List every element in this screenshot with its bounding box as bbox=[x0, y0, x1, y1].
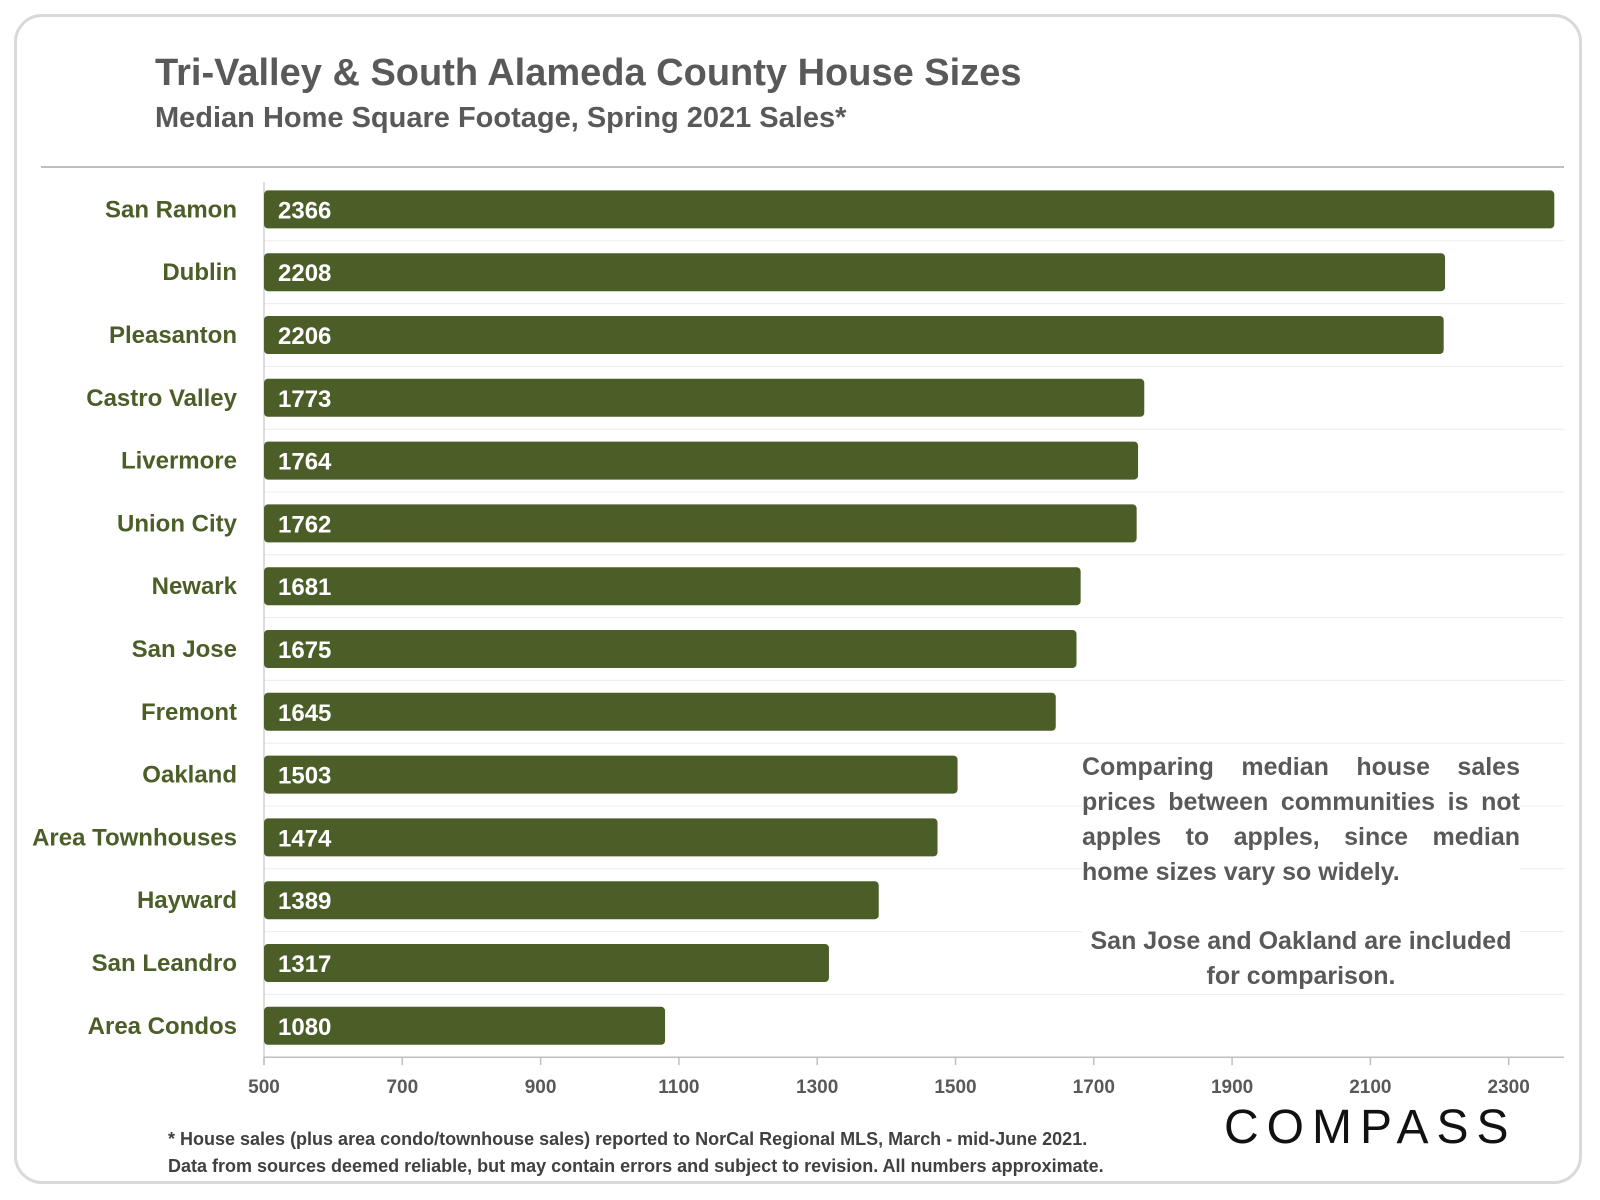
bar-value-label: 1762 bbox=[278, 511, 331, 538]
bar-value-label: 2206 bbox=[278, 323, 331, 350]
bar-chart: San Ramon 2366 Dublin 2208 Pleasanton 2206 Cas… bbox=[32, 182, 1564, 1098]
bar bbox=[264, 441, 1139, 480]
category-label: Area Townhouses bbox=[32, 824, 237, 851]
x-tick-label: 900 bbox=[525, 1077, 557, 1098]
category-label: Fremont bbox=[141, 699, 237, 726]
footnote: * House sales (plus area condo/townhouse… bbox=[168, 1126, 1104, 1180]
bar-value-label: 1681 bbox=[278, 574, 331, 601]
category-label: Dublin bbox=[162, 259, 237, 286]
category-label: Castro Valley bbox=[86, 385, 237, 412]
title-divider bbox=[41, 166, 1564, 168]
bar bbox=[264, 378, 1145, 417]
bar-value-label: 1317 bbox=[278, 951, 331, 978]
bar bbox=[264, 504, 1137, 543]
category-label: Pleasanton bbox=[109, 322, 237, 349]
x-tick-label: 500 bbox=[248, 1077, 280, 1098]
bar-value-label: 1764 bbox=[278, 449, 332, 476]
bar bbox=[264, 818, 938, 857]
bar bbox=[264, 190, 1555, 229]
x-tick-label: 1100 bbox=[658, 1077, 699, 1098]
bar-value-label: 1503 bbox=[278, 763, 331, 790]
chart-subtitle: Median Home Square Footage, Spring 2021 … bbox=[155, 102, 847, 134]
annotation-text: Comparing median house sales prices betw… bbox=[1082, 750, 1520, 890]
bar bbox=[264, 692, 1056, 731]
x-tick-label: 1300 bbox=[796, 1077, 838, 1098]
x-tick-label: 1900 bbox=[1211, 1077, 1253, 1098]
bar-value-label: 1389 bbox=[278, 888, 331, 915]
bar bbox=[264, 881, 879, 920]
bar bbox=[264, 630, 1077, 668]
bar-value-label: 1773 bbox=[278, 386, 331, 413]
chart-title: Tri-Valley & South Alameda County House … bbox=[155, 52, 1022, 94]
annotation-text-secondary: San Jose and Oakland are included for co… bbox=[1082, 924, 1520, 994]
bar-value-label: 1675 bbox=[278, 637, 331, 664]
bar bbox=[264, 944, 829, 982]
footnote-line-2: Data from sources deemed reliable, but m… bbox=[168, 1156, 1104, 1176]
bar bbox=[264, 316, 1444, 354]
category-label: Union City bbox=[117, 510, 238, 537]
bar-value-label: 1080 bbox=[278, 1014, 331, 1041]
x-tick-label: 1500 bbox=[934, 1077, 976, 1098]
category-label: San Leandro bbox=[92, 950, 237, 977]
category-label: Area Condos bbox=[88, 1013, 237, 1040]
footnote-line-1: * House sales (plus area condo/townhouse… bbox=[168, 1129, 1088, 1149]
bar-value-label: 2208 bbox=[278, 260, 331, 287]
category-label: San Jose bbox=[132, 636, 237, 663]
category-label: Livermore bbox=[121, 448, 237, 475]
bar bbox=[264, 1006, 666, 1045]
category-label: Newark bbox=[152, 573, 238, 600]
bar-value-label: 1645 bbox=[278, 700, 331, 727]
bar-value-label: 2366 bbox=[278, 197, 331, 224]
compass-logo: COMPASS bbox=[1224, 1101, 1517, 1154]
category-label: San Ramon bbox=[105, 196, 237, 223]
x-tick-label: 2100 bbox=[1349, 1077, 1391, 1098]
bar-value-label: 1474 bbox=[278, 825, 332, 852]
x-tick-label: 2300 bbox=[1488, 1077, 1530, 1098]
x-tick-label: 1700 bbox=[1073, 1077, 1115, 1098]
category-label: Oakland bbox=[142, 762, 237, 789]
bar bbox=[264, 755, 958, 794]
bar bbox=[264, 567, 1081, 606]
category-label: Hayward bbox=[137, 887, 237, 914]
x-tick-label: 700 bbox=[386, 1077, 418, 1098]
bar bbox=[264, 253, 1446, 292]
